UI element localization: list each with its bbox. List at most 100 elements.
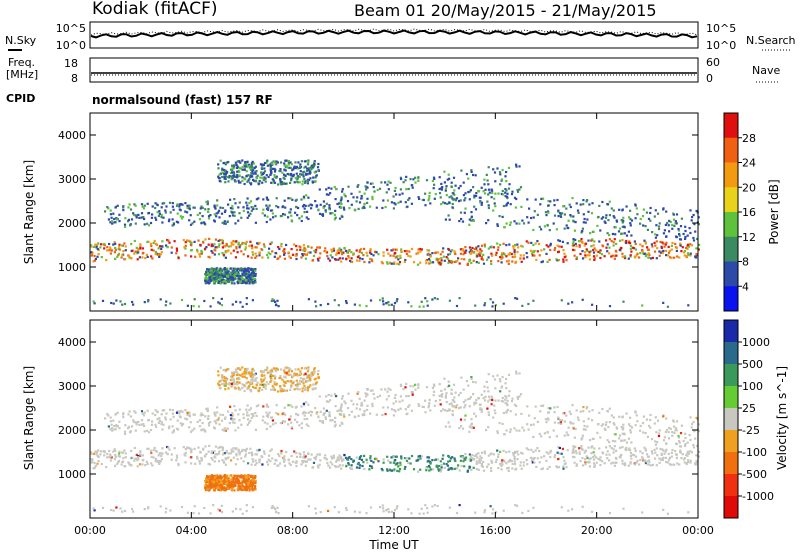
velocity-cell (200, 429, 203, 432)
velocity-cell (453, 396, 456, 399)
velocity-cell (94, 450, 97, 453)
velocity-cell (614, 440, 617, 443)
power-cell (675, 222, 678, 225)
velocity-cell (107, 414, 110, 417)
power-cell (591, 238, 594, 241)
power-cell (298, 166, 301, 170)
velocity-cell (475, 399, 478, 402)
velocity-cell (583, 424, 586, 428)
power-cell (474, 174, 477, 177)
power-cell (371, 259, 374, 263)
power-cell (480, 203, 483, 206)
power-cell (692, 239, 696, 242)
velocity-cell (340, 458, 343, 461)
power-cell (428, 262, 431, 265)
velocity-cell (538, 449, 541, 453)
velocity-cell (467, 398, 470, 401)
velocity-cell (404, 465, 407, 469)
velocity-cell (582, 428, 585, 431)
power-cell (395, 300, 398, 303)
power-cell (501, 215, 504, 218)
power-cell (459, 248, 462, 251)
power-cell (234, 222, 237, 225)
velocity-cell (635, 461, 638, 464)
power-cell (273, 181, 277, 184)
power-cell (538, 254, 541, 257)
power-cell (473, 194, 476, 197)
velocity-cell (387, 395, 390, 398)
power-cell (269, 169, 272, 172)
power-cell (608, 305, 612, 308)
velocity-cell (561, 419, 564, 422)
power-cell (468, 260, 471, 263)
power-cell (506, 195, 509, 198)
power-cell (219, 278, 222, 281)
power-cell (247, 270, 251, 273)
power-cell (250, 209, 253, 212)
velocity-cell (642, 431, 645, 434)
power-cell (557, 259, 561, 262)
velocity-cell (532, 450, 535, 454)
velocity-cell (227, 382, 230, 386)
power-cell (643, 252, 646, 255)
velocity-cell (247, 386, 250, 389)
velocity-cell (369, 456, 372, 460)
velocity-cell (113, 428, 116, 431)
power-cell (277, 246, 280, 249)
velocity-cell (134, 411, 137, 414)
velocity-cell (103, 450, 106, 453)
power-cell (639, 243, 642, 246)
power-cell (137, 251, 140, 254)
velocity-cell (618, 455, 621, 458)
power-cell (448, 201, 451, 204)
velocity-cell (196, 457, 199, 460)
velocity-cell (366, 388, 369, 391)
power-cell (334, 209, 337, 212)
power-cell (493, 197, 496, 200)
velocity-cell (476, 462, 479, 465)
power-cell (697, 223, 700, 226)
power-cell (325, 202, 328, 205)
power-cell (346, 251, 349, 254)
velocity-cell (176, 410, 179, 413)
velocity-cell (221, 449, 224, 452)
velocity-cell (285, 371, 288, 374)
power-cell (209, 278, 212, 281)
power-cell (453, 250, 456, 253)
power-cell (547, 200, 550, 203)
velocity-cell (475, 454, 478, 457)
velocity-cell (267, 458, 270, 461)
velocity-cell (184, 448, 187, 451)
power-cell (227, 280, 230, 283)
velocity-cell (152, 456, 155, 459)
power-cell (558, 212, 562, 215)
power-cell (389, 254, 392, 257)
velocity-cell (235, 454, 238, 457)
power-cell (232, 243, 235, 246)
power-cell (157, 214, 160, 217)
power-cell (486, 258, 489, 261)
velocity-cell (224, 452, 227, 455)
velocity-cell (290, 370, 293, 373)
velocity-cell (261, 383, 264, 386)
velocity-cell (440, 389, 443, 392)
power-cell (217, 273, 220, 276)
power-cell (261, 176, 264, 179)
power-cell (246, 180, 249, 183)
velocity-cell (289, 368, 292, 371)
power-cell (334, 258, 338, 261)
velocity-cell (230, 382, 233, 385)
velocity-cell (335, 459, 338, 462)
velocity-cell (358, 408, 362, 411)
power-cell (231, 303, 234, 306)
velocity-cell (454, 459, 457, 463)
velocity-cell (161, 428, 164, 431)
power-cell (270, 162, 273, 165)
velocity-cell (217, 416, 221, 419)
power-cell (249, 174, 252, 177)
power-cell (130, 218, 134, 221)
velocity-cell (614, 456, 617, 459)
power-cell (339, 249, 342, 253)
velocity-cell (558, 419, 562, 422)
velocity-cell (143, 430, 146, 433)
